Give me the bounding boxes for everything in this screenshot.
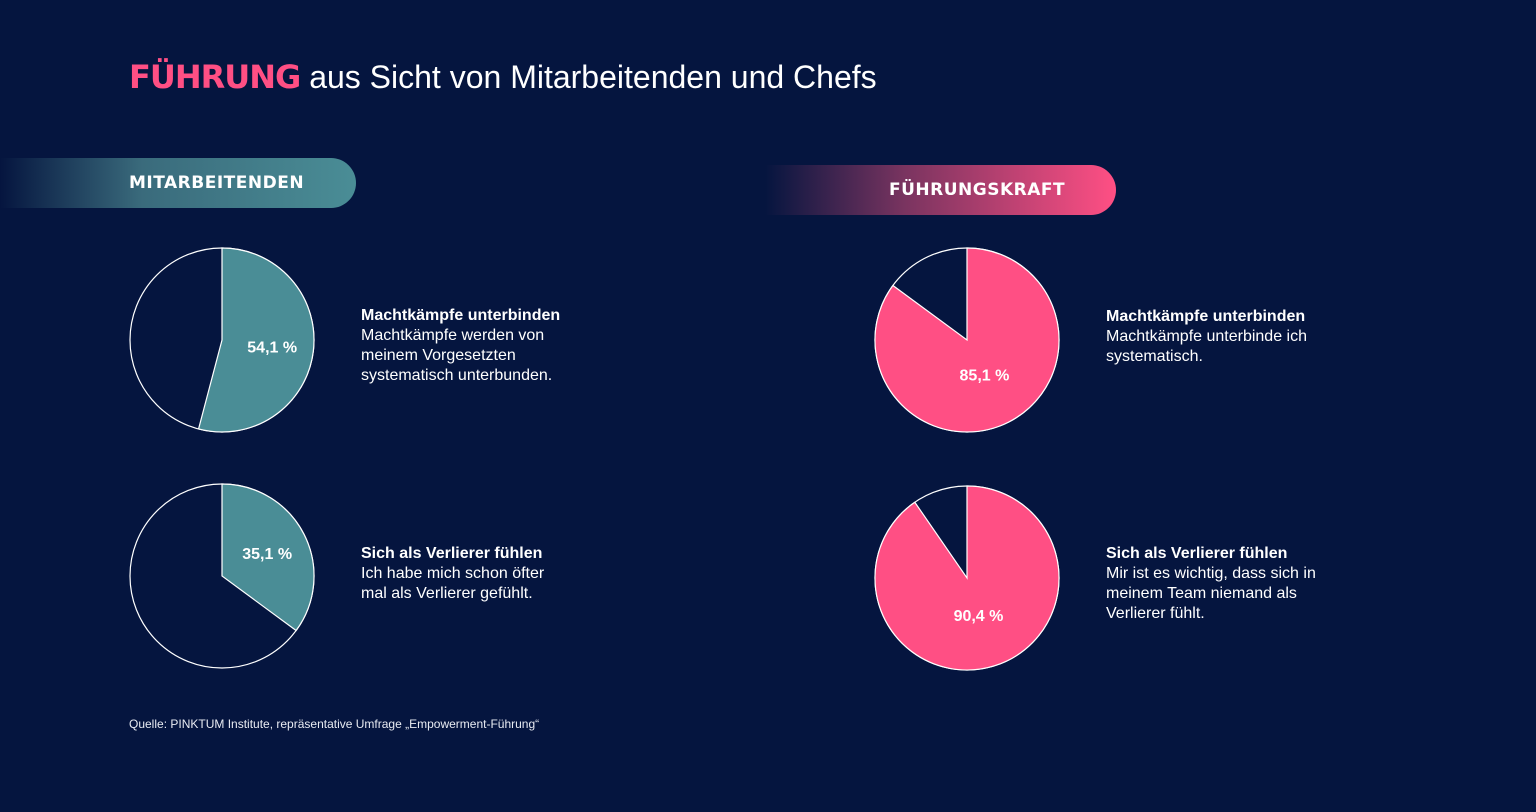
caption-heading: Sich als Verlierer fühlen — [361, 545, 543, 562]
pie-data-label: 85,1 % — [960, 367, 1010, 384]
group-label-employees: MITARBEITENDEN — [0, 158, 356, 208]
caption-text: Mir ist es wichtig, dass sich in meinem … — [1106, 565, 1316, 622]
pie-slice — [197, 247, 315, 433]
title-highlight: FÜHRUNG — [129, 58, 301, 96]
caption-text: Machtkämpfe werden von meinem Vorgesetzt… — [361, 327, 553, 384]
caption-heading: Machtkämpfe unterbinden — [1106, 308, 1306, 325]
source-note: Quelle: PINKTUM Institute, repräsentativ… — [129, 717, 540, 731]
caption-heading: Machtkämpfe unterbinden — [361, 307, 561, 324]
pie-caption-1: Sich als Verlierer fühlen Ich habe mich s… — [361, 544, 601, 604]
pie-caption-0: Machtkämpfe unterbinden Machtkämpfe werde… — [361, 306, 601, 386]
title-rest: aus Sicht von Mitarbeitenden und Chefs — [300, 59, 877, 95]
pie-slice — [221, 483, 315, 632]
pie-caption-3: Sich als Verlierer fühlen Mir ist es wich… — [1106, 544, 1346, 624]
pie-data-label: 54,1 % — [247, 339, 297, 356]
pie-caption-2: Machtkämpfe unterbinden Machtkämpfe unter… — [1106, 307, 1346, 367]
caption-heading: Sich als Verlierer fühlen — [1106, 545, 1288, 562]
page-title: FÜHRUNG aus Sicht von Mitarbeitenden und… — [129, 58, 877, 96]
caption-text: Ich habe mich schon öfter mal als Verlie… — [361, 565, 545, 602]
pie-slice — [874, 485, 1060, 671]
caption-text: Machtkämpfe unterbinde ich systematisch. — [1106, 328, 1307, 365]
pie-data-label: 90,4 % — [954, 608, 1004, 625]
pie-data-label: 35,1 % — [242, 546, 292, 563]
pie-slice — [874, 247, 1060, 433]
group-label-managers: FÜHRUNGSKRAFT — [765, 165, 1116, 215]
